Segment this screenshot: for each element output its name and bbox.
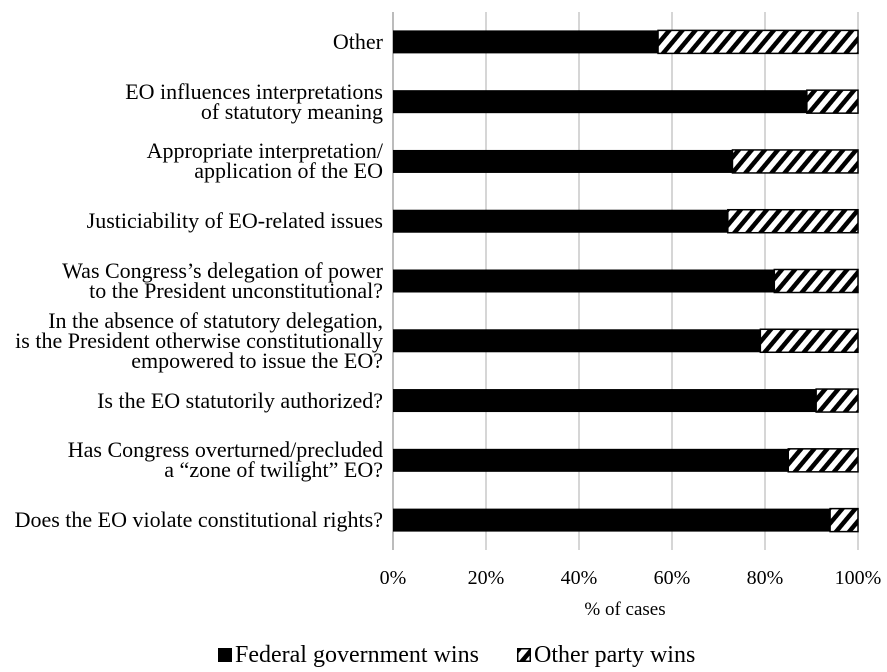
- category-label: Other: [332, 28, 383, 54]
- bar-other-party-wins: [657, 29, 859, 55]
- x-axis-title: % of cases: [584, 599, 666, 620]
- bar-federal-government-wins: [393, 448, 789, 472]
- bar-other-party-wins: [815, 388, 859, 413]
- legend-item-other-party-wins: Other party wins: [517, 641, 695, 669]
- x-tick-label: 100%: [834, 567, 882, 589]
- category-label: Is the EO statutorily authorized?: [97, 387, 383, 413]
- bar-federal-government-wins: [393, 149, 733, 173]
- category-label: Justiciability of EO-related issues: [86, 208, 383, 234]
- bar-other-party-wins: [806, 89, 859, 114]
- bar-other-party-wins: [773, 268, 859, 294]
- bar-federal-government-wins: [393, 389, 817, 413]
- category-label: Was Congress’s delegation of power to th…: [62, 258, 383, 303]
- legend-swatch-federal-government-wins: [218, 648, 232, 662]
- bar-other-party-wins: [731, 149, 859, 174]
- bar-federal-government-wins: [393, 30, 659, 54]
- bar-layer: [393, 29, 859, 533]
- bar-federal-government-wins: [393, 209, 728, 233]
- x-tick-label: 80%: [746, 567, 784, 589]
- category-label: Appropriate interpretation/ application …: [146, 138, 383, 184]
- bar-other-party-wins: [787, 448, 859, 473]
- category-label: EO influences interpretations of statuto…: [125, 78, 383, 124]
- bar-other-party-wins: [727, 208, 859, 234]
- legend-label-other-party-wins: Other party wins: [534, 642, 696, 668]
- bar-federal-government-wins: [393, 269, 775, 293]
- bar-federal-government-wins: [393, 329, 761, 353]
- bar-federal-government-wins: [393, 508, 831, 532]
- legend-label-federal-government-wins: Federal government wins: [235, 642, 479, 668]
- x-tick-label: 20%: [467, 567, 505, 589]
- category-label: In the absence of statutory delegation, …: [15, 307, 383, 373]
- legend-swatch-other-party-wins: [517, 648, 531, 662]
- bar-other-party-wins: [829, 507, 859, 533]
- bar-other-party-wins: [759, 328, 859, 354]
- bar-federal-government-wins: [393, 90, 807, 114]
- category-label: Has Congress overturned/precluded a “zon…: [67, 437, 383, 483]
- x-tick-label: 40%: [560, 567, 598, 589]
- x-tick-label: 60%: [653, 567, 691, 589]
- legend-item-federal-government-wins: Federal government wins: [218, 641, 479, 669]
- x-tick-label: 0%: [379, 567, 407, 589]
- category-label: Does the EO violate constitutional right…: [14, 507, 383, 533]
